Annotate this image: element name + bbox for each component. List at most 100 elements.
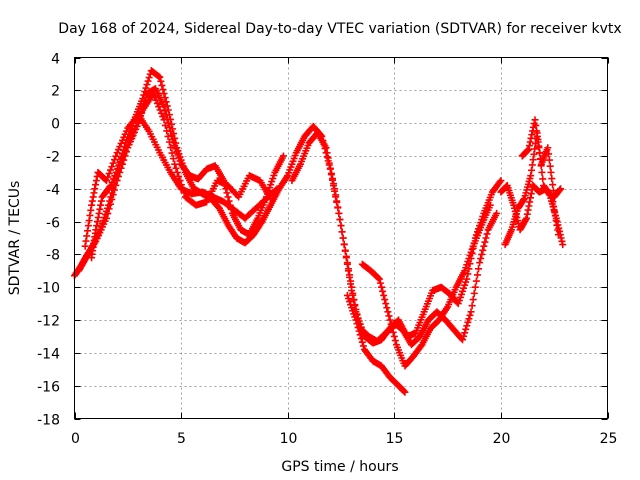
data-point: [171, 134, 179, 142]
data-point: [108, 178, 116, 186]
data-point: [383, 304, 391, 312]
data-point: [142, 84, 150, 92]
data-point: [145, 74, 153, 82]
data-point: [391, 337, 399, 345]
data-point: [175, 172, 183, 180]
data-point: [352, 316, 360, 324]
data-point: [104, 173, 112, 181]
data-point: [108, 163, 116, 171]
data-point: [388, 324, 396, 332]
data-point: [470, 289, 478, 297]
y-tick-label: -12: [37, 314, 60, 330]
data-point: [381, 296, 389, 304]
data-point: [144, 77, 152, 85]
chart-title: Day 168 of 2024, Sidereal Day-to-day VTE…: [58, 21, 621, 37]
axis-ticks: [74, 57, 609, 420]
data-point: [462, 325, 470, 333]
data-point: [128, 132, 136, 140]
data-point: [475, 265, 483, 273]
data-point: [332, 191, 340, 199]
data-point: [140, 91, 148, 99]
data-point: [143, 81, 151, 89]
data-point: [159, 113, 167, 121]
data-point: [340, 241, 348, 249]
data-point: [390, 332, 398, 340]
x-tick-label: 25: [600, 431, 618, 447]
data-point: [355, 327, 363, 335]
data-point: [107, 181, 115, 189]
series-track: [501, 129, 567, 249]
data-point: [157, 77, 165, 85]
data-point: [139, 95, 147, 103]
data-point: [272, 186, 280, 194]
x-tick-label: 15: [386, 431, 404, 447]
data-point: [478, 250, 486, 258]
data-point: [157, 109, 165, 117]
data-point: [324, 154, 332, 162]
data-point: [160, 116, 168, 124]
data-point: [273, 185, 281, 193]
data-point: [111, 172, 119, 180]
data-point: [466, 311, 474, 319]
data-point: [112, 152, 120, 160]
data-point: [171, 160, 179, 168]
data-point: [389, 328, 397, 336]
data-points: [71, 67, 567, 396]
data-point: [344, 267, 352, 275]
data-point: [338, 228, 346, 236]
data-point: [336, 216, 344, 224]
data-point: [132, 122, 140, 130]
data-point: [173, 168, 181, 176]
data-point: [357, 335, 365, 343]
data-point: [473, 271, 481, 279]
data-point: [343, 260, 351, 268]
data-point: [334, 203, 342, 211]
data-point: [133, 119, 141, 127]
data-point: [129, 129, 137, 137]
data-point: [374, 274, 382, 282]
data-point: [110, 156, 118, 164]
data-point: [482, 234, 490, 242]
data-point: [159, 85, 167, 93]
data-point: [161, 121, 169, 129]
data-point: [337, 222, 345, 230]
data-point: [548, 175, 556, 183]
data-point: [347, 280, 355, 288]
data-point: [155, 103, 163, 111]
data-point: [169, 155, 177, 163]
data-point: [465, 315, 473, 323]
data-point: [385, 312, 393, 320]
data-point: [493, 209, 501, 217]
data-point: [167, 144, 175, 152]
data-point: [359, 342, 367, 350]
data-point: [465, 265, 473, 273]
data-point: [166, 115, 174, 123]
data-point: [177, 181, 185, 189]
data-point: [375, 275, 383, 283]
data-point: [172, 139, 180, 147]
data-point: [481, 238, 489, 246]
x-tick-label: 10: [280, 431, 298, 447]
x-tick-label: 0: [71, 431, 80, 447]
data-point: [545, 156, 553, 164]
data-point: [168, 120, 176, 128]
data-point: [160, 90, 168, 98]
data-point: [131, 126, 139, 134]
data-point: [105, 170, 113, 178]
data-point: [113, 165, 121, 173]
series-track: [343, 291, 409, 396]
data-point: [137, 109, 145, 117]
data-point: [105, 201, 113, 209]
series-track: [518, 116, 565, 201]
data-point: [116, 159, 124, 167]
data-point: [108, 189, 116, 197]
data-point: [164, 106, 172, 114]
data-point: [169, 125, 177, 133]
y-tick-label: -10: [37, 281, 60, 297]
data-point: [115, 162, 123, 170]
data-point: [353, 320, 361, 328]
data-point: [483, 230, 491, 238]
data-point: [151, 93, 159, 101]
data-point: [106, 183, 114, 191]
data-point: [382, 300, 390, 308]
